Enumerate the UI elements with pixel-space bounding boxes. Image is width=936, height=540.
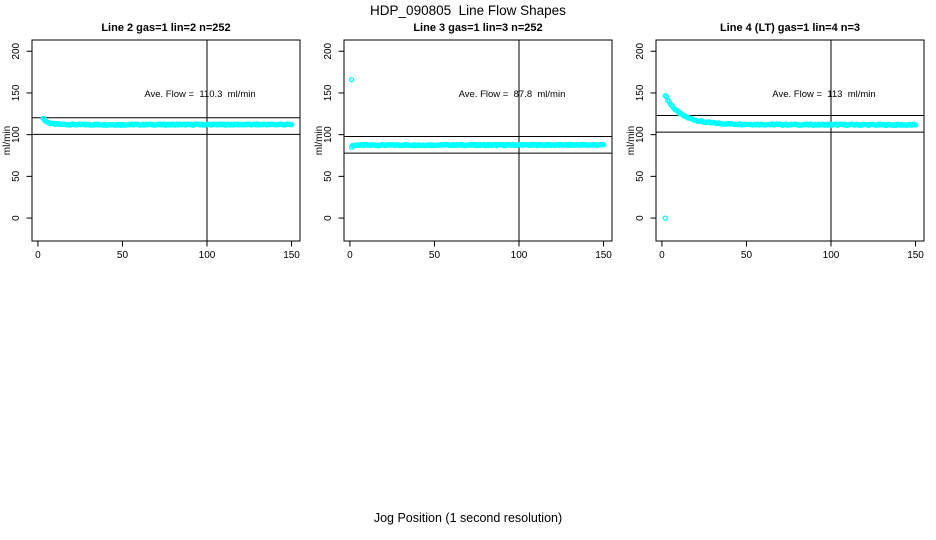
data-point xyxy=(288,122,295,128)
main-title: HDP_090805 Line Flow Shapes xyxy=(370,3,566,18)
x-tick-label: 50 xyxy=(741,250,753,261)
y-tick-label: 0 xyxy=(635,215,646,221)
data-points xyxy=(662,93,919,221)
y-tick-label: 0 xyxy=(323,215,334,221)
y-tick-label: 150 xyxy=(323,84,334,101)
y-tick-label: 150 xyxy=(11,84,22,101)
y-tick-label: 200 xyxy=(323,42,334,59)
data-points xyxy=(348,76,607,150)
x-tick-label: 50 xyxy=(429,250,441,261)
y-tick-label: 50 xyxy=(323,170,334,182)
x-tick-label: 0 xyxy=(35,250,41,261)
outlier-point xyxy=(348,76,355,83)
avg-flow-annotation: Ave. Flow = 87.8 ml/min xyxy=(459,89,566,100)
y-tick-label: 0 xyxy=(11,215,22,221)
avg-flow-annotation: Ave. Flow = 110.3 ml/min xyxy=(144,89,255,100)
y-tick-label: 150 xyxy=(635,84,646,101)
y-axis-title: ml/min xyxy=(314,126,325,155)
y-tick-label: 200 xyxy=(11,42,22,59)
y-tick-label: 200 xyxy=(635,42,646,59)
data-points xyxy=(40,115,295,128)
x-tick-label: 150 xyxy=(595,250,612,261)
y-tick-label: 50 xyxy=(11,170,22,182)
plot-box xyxy=(343,39,613,242)
outlier-point xyxy=(662,215,668,221)
y-tick-label: 50 xyxy=(635,170,646,182)
panel-title: Line 4 (LT) gas=1 lin=4 n=3 xyxy=(720,22,860,34)
panel-title: Line 3 gas=1 lin=3 n=252 xyxy=(413,22,542,34)
x-tick-label: 100 xyxy=(199,250,216,261)
y-tick-label: 100 xyxy=(635,126,646,143)
y-tick-label: 100 xyxy=(323,126,334,143)
x-axis-title: Jog Position (1 second resolution) xyxy=(373,511,563,525)
y-tick-label: 100 xyxy=(11,126,22,143)
data-point xyxy=(600,141,607,148)
x-tick-label: 0 xyxy=(659,250,665,261)
x-tick-label: 150 xyxy=(907,250,924,261)
plot-panel-line3: Line 3 gas=1 lin=3 n=252 0 50 100 150 0 50 100 1… xyxy=(314,22,613,261)
x-tick-label: 150 xyxy=(283,250,300,261)
x-tick-label: 100 xyxy=(511,250,528,261)
x-tick-label: 50 xyxy=(117,250,129,261)
y-axis-title: ml/min xyxy=(2,126,13,155)
y-axis-title: ml/min xyxy=(626,126,637,155)
data-point xyxy=(912,122,919,128)
avg-flow-annotation: Ave. Flow = 113 ml/min xyxy=(772,89,875,100)
plot-box xyxy=(31,39,301,242)
plot-panel-line2: Line 2 gas=1 lin=2 n=252 0 50 100 150 0 50 100 1… xyxy=(2,22,301,261)
plot-panel-line4: Line 4 (LT) gas=1 lin=4 n=3 0 50 100 150 0 50 1… xyxy=(626,22,925,261)
plot-box xyxy=(655,39,925,242)
x-tick-label: 100 xyxy=(823,250,840,261)
x-tick-label: 0 xyxy=(347,250,353,261)
panel-title: Line 2 gas=1 lin=2 n=252 xyxy=(101,22,230,34)
